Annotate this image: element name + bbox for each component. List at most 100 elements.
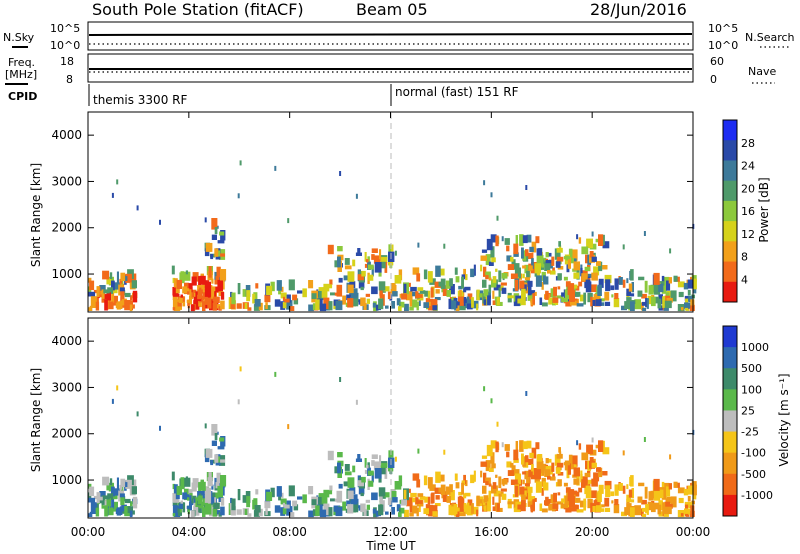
velocity-echo-cell (548, 503, 554, 511)
velocity-echo-cell (669, 454, 672, 460)
power-echo-cell (113, 282, 120, 290)
velocity-echo-cell (536, 460, 544, 473)
power-echo-cell (525, 185, 528, 190)
velocity-echo-cell (186, 505, 190, 509)
velocity-echo-cell (463, 474, 466, 485)
power-echo-cell (102, 270, 110, 280)
power-echo-cell (457, 301, 460, 306)
power-echo-cell (352, 296, 359, 307)
power-echo-cell (406, 291, 413, 301)
power-echo-cell (449, 284, 455, 295)
velocity-echo-cell (358, 484, 365, 495)
power-echo-cell (666, 290, 673, 298)
velocity-echo-cell (628, 489, 633, 498)
velocity-echo-cell (488, 490, 492, 499)
velocity-x-ticks: 00:00 04:00 08:00 12:00 16:00 20:00 00:00 (71, 318, 710, 539)
velocity-echo-cell (357, 480, 364, 487)
velocity-echo-cell (286, 506, 293, 516)
velocity-echo-cell (172, 483, 176, 490)
velocity-echo-cell (209, 500, 214, 512)
power-echo-cell (506, 255, 512, 262)
velocity-echo-cell (378, 504, 384, 516)
power-echo-cell (573, 261, 580, 271)
power-echo-cell (95, 301, 100, 311)
power-echo-cell (507, 295, 514, 299)
power-echo-cell (327, 284, 333, 289)
velocity-echo-cell (536, 454, 543, 462)
velocity-echo-cell (684, 501, 689, 508)
power-echo-cell (388, 244, 391, 253)
velocity-echo-cell (687, 485, 693, 495)
velocity-echo-cell (567, 463, 571, 475)
velocity-echo-cell (602, 447, 610, 455)
velocity-xtick-label: 16:00 (474, 525, 509, 539)
velocity-echo-cell (130, 501, 133, 507)
power-echo-cell (352, 259, 356, 267)
power-echo-cell (451, 297, 454, 301)
velocity-echo-cell (220, 475, 227, 487)
velocity-echo-cell (89, 486, 95, 497)
power-echo-cell (112, 295, 118, 306)
velocity-echo-cell (593, 500, 600, 506)
velocity-echo-cell (457, 507, 460, 512)
velocity-echo-cell (179, 508, 182, 515)
power-echo-cell (438, 281, 441, 287)
velocity-echo-cell (563, 482, 568, 487)
velocity-echo-cell (172, 505, 179, 515)
power-echo-cell (613, 298, 620, 308)
power-echo-cell (556, 256, 564, 262)
velocity-echo-cell (527, 486, 533, 493)
power-echo-cell (236, 303, 242, 309)
velocity-echo-cell (185, 476, 188, 481)
power-echo-cell (200, 273, 204, 277)
power-echo-cell (346, 294, 351, 301)
velocity-echo-cell (237, 489, 241, 501)
power-echo-cell (526, 270, 530, 283)
power-echo-cell (302, 288, 307, 298)
station-title: South Pole Station (fitACF) (92, 0, 304, 19)
power-echo-cell (374, 262, 382, 273)
velocity-echo-cell (455, 482, 460, 489)
velocity-echo-cell (99, 491, 106, 498)
velocity-echo-cell (347, 477, 355, 488)
velocity-echo-cell (688, 501, 693, 508)
power-echo-cell (415, 291, 419, 299)
power-echo-cell (526, 234, 532, 243)
power-echo-cell (487, 295, 491, 306)
power-echo-cell (536, 248, 543, 256)
power-echo-cell (552, 297, 559, 303)
velocity-echo-cell (244, 508, 248, 515)
velocity-echo-cell (458, 502, 464, 512)
velocity-echo-cell (446, 496, 451, 503)
velocity-echo-cell (597, 490, 602, 502)
velocity-echo-cell (476, 509, 479, 517)
velocity-echo-cell (288, 485, 295, 497)
velocity-echo-cell (451, 503, 454, 507)
velocity-echo-cell (618, 483, 623, 491)
velocity-echo-cell (614, 499, 619, 506)
power-echo-cell (88, 277, 92, 283)
power-echo-cell (513, 252, 519, 257)
power-echo-cell (585, 281, 592, 293)
velocity-echo-cell (216, 472, 221, 484)
velocity-echo-cell (88, 513, 93, 517)
velocity-echo-cell (403, 489, 407, 499)
velocity-echo-cell (193, 499, 196, 508)
power-echo-cell (286, 300, 293, 310)
power-echo-cell (334, 292, 338, 296)
power-echo-cell (569, 258, 576, 264)
velocity-echo-cell (119, 493, 125, 498)
power-echo-cell (220, 253, 225, 257)
velocity-echo-cell (495, 441, 499, 453)
power-echo-cell (688, 295, 693, 302)
velocity-echo-cell (366, 465, 369, 469)
power-echo-cell (208, 266, 212, 278)
velocity-echo-cell (576, 509, 584, 513)
velocity-echo-cell (371, 460, 375, 466)
power-echo-cell (132, 290, 138, 303)
power-echo-cell (308, 304, 314, 312)
power-echo-cell (644, 280, 648, 293)
power-echo-cell (365, 293, 370, 297)
power-echo-cell (371, 248, 378, 253)
velocity-echo-cell (604, 480, 612, 490)
